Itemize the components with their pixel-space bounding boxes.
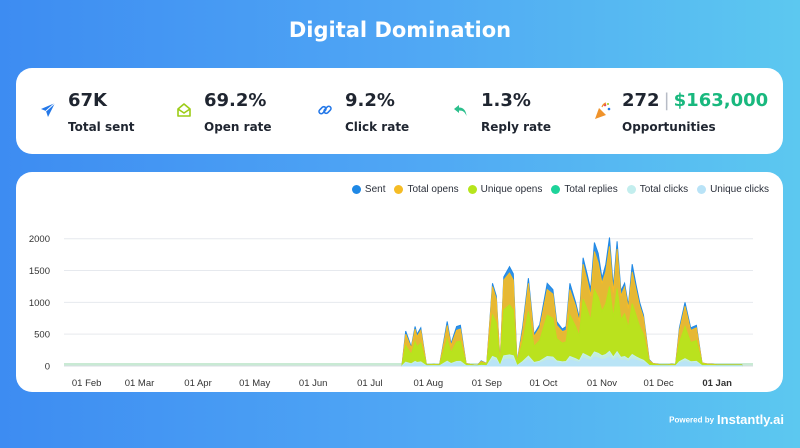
stat-label: Opportunities <box>622 120 716 134</box>
stat-value: 69.2% <box>204 90 267 111</box>
reply-arrow-icon <box>453 102 469 118</box>
send-icon <box>40 102 56 118</box>
legend-item-sent[interactable]: Sent <box>351 184 386 195</box>
legend-label: Sent <box>364 184 386 195</box>
opportunities-separator: | <box>663 90 670 111</box>
legend-label: Unique opens <box>480 184 543 195</box>
x-tick-label: 01 Jan <box>702 378 732 389</box>
y-tick-label: 1500 <box>29 266 50 277</box>
opportunities-count: 272 <box>622 90 660 111</box>
legend-label: Total replies <box>564 184 618 195</box>
legend-marker <box>394 185 404 194</box>
open-envelope-icon <box>176 102 192 118</box>
stat-label: Reply rate <box>481 120 551 134</box>
instantly-logo: Instantly.ai <box>717 412 784 428</box>
link-icon <box>317 102 333 118</box>
x-tick-label: 01 Apr <box>184 378 211 389</box>
footer-branding: Powered by Instantly.ai <box>669 411 784 429</box>
x-tick-label: 01 Jun <box>299 378 328 389</box>
series-area-unique-clicks <box>401 356 743 367</box>
legend-label: Total opens <box>407 184 459 195</box>
chart-card: 0 500 1000 1500 2000 01 Feb 01 Mar 01 Apr 01 May… <box>16 172 783 392</box>
stat-value: 1.3% <box>481 90 531 111</box>
legend-item-total-clicks[interactable]: Total clicks <box>626 184 689 195</box>
stat-value: 9.2% <box>345 90 395 111</box>
legend-marker <box>551 185 561 194</box>
stat-label: Click rate <box>345 120 410 134</box>
x-tick-label: 01 Aug <box>414 378 444 389</box>
stats-card: 67K Total sent 69.2% Open rate 9.2% Clic… <box>16 68 783 154</box>
series-area-total-opens <box>401 246 743 367</box>
legend-item-unique-opens[interactable]: Unique opens <box>467 184 543 195</box>
x-tick-label: 01 Sep <box>472 378 502 389</box>
legend-item-unique-clicks[interactable]: Unique clicks <box>697 184 769 195</box>
legend-marker <box>626 185 636 194</box>
party-popper-icon <box>594 102 611 119</box>
x-tick-label: 01 Nov <box>587 378 617 389</box>
y-tick-label: 2000 <box>29 234 50 245</box>
stat-label: Open rate <box>204 120 272 134</box>
y-tick-label: 0 <box>45 362 50 373</box>
x-tick-label: 01 Dec <box>644 378 674 389</box>
stat-value: 67K <box>68 90 107 111</box>
x-tick-label: 01 Oct <box>529 378 557 389</box>
x-tick-label: 01 Mar <box>125 378 155 389</box>
legend-item-total-replies[interactable]: Total replies <box>551 184 618 195</box>
powered-by-text: Powered by <box>669 415 715 425</box>
y-tick-label: 1000 <box>29 298 50 309</box>
campaign-title: Digital Domination <box>288 18 512 42</box>
campaign-activity-chart: 0 500 1000 1500 2000 01 Feb 01 Mar 01 Apr 01 May… <box>29 234 753 389</box>
stat-label: Total sent <box>68 120 135 134</box>
opportunities-amount: $163,000 <box>673 90 769 111</box>
legend-marker <box>697 185 707 194</box>
chart-legend: Sent Total opens Unique opens Total replies… <box>351 184 769 195</box>
legend-item-total-opens[interactable]: Total opens <box>394 184 459 195</box>
x-tick-label: 01 Feb <box>72 378 102 389</box>
legend-marker <box>351 185 361 194</box>
stat-value: 272 | $163,000 <box>622 90 768 111</box>
legend-label: Unique clicks <box>710 184 769 195</box>
legend-label: Total clicks <box>639 184 689 195</box>
x-tick-label: 01 May <box>239 378 270 389</box>
x-tick-label: 01 Jul <box>357 378 382 389</box>
y-tick-label: 500 <box>34 330 50 341</box>
series-area-unique-opens <box>401 286 743 367</box>
legend-marker <box>467 185 477 194</box>
series-area-total-clicks <box>401 350 743 367</box>
